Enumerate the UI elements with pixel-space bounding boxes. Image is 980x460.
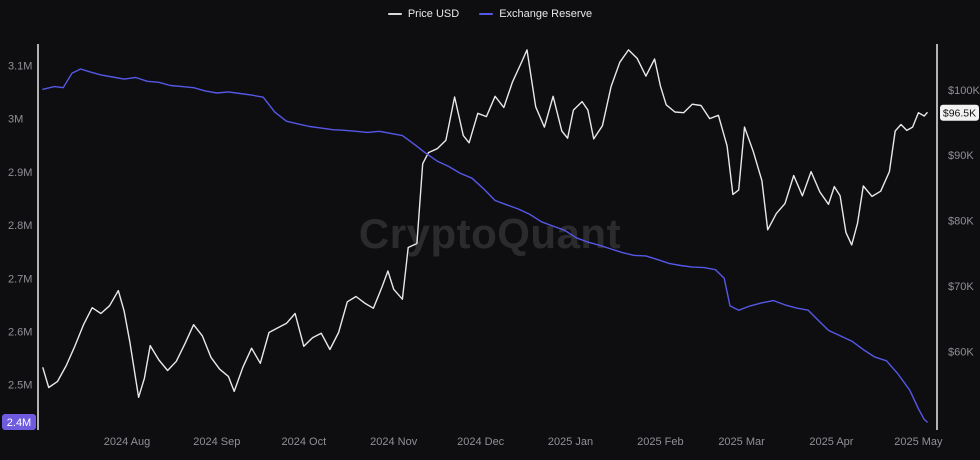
exchange-reserve-series-line <box>42 68 928 423</box>
legend-item-price-usd[interactable]: Price USD <box>387 8 460 20</box>
left-axis-tick-label: 3.1M <box>8 60 32 72</box>
left-axis-tick-label: 3M <box>8 114 23 126</box>
legend-label-price-usd: Price USD <box>407 8 460 20</box>
price-usd-line-marker <box>387 13 402 15</box>
left-axis-value-badge <box>2 414 36 431</box>
left-axis-tick-label: 2.7M <box>8 273 32 285</box>
right-axis-tick-label: $70K <box>948 281 974 293</box>
left-axis-badge-label: 2.4M <box>7 417 31 429</box>
x-axis-tick-label: 2024 Dec <box>457 436 505 448</box>
x-axis-tick-label: 2025 Jan <box>548 436 593 448</box>
left-axis-tick-label: 2.8M <box>8 220 32 232</box>
right-axis-value-badge <box>940 104 979 121</box>
x-axis-tick-label: 2024 Sep <box>193 436 240 448</box>
right-axis-tick-label: $100K <box>948 85 980 97</box>
right-axis-tick-label: $60K <box>948 346 974 358</box>
x-axis-tick-label: 2024 Aug <box>104 436 151 448</box>
price-usd-series-line <box>42 49 928 398</box>
x-axis-tick-label: 2025 Mar <box>718 436 765 448</box>
legend-label-exchange-reserve: Exchange Reserve <box>499 8 593 20</box>
right-axis-tick-label: $90K <box>948 150 974 162</box>
cryptoquant-watermark: CryptoQuant <box>0 210 980 258</box>
chart-legend: Price USD Exchange Reserve <box>0 8 980 20</box>
right-axis-badge-label: $96.5K <box>943 108 976 120</box>
x-axis-tick-label: 2025 May <box>894 436 943 448</box>
legend-item-exchange-reserve[interactable]: Exchange Reserve <box>479 8 592 20</box>
right-axis-tick-label: $80K <box>948 216 974 228</box>
x-axis-tick-label: 2024 Oct <box>281 436 326 448</box>
x-axis-tick-label: 2025 Feb <box>637 436 683 448</box>
left-axis-tick-label: 2.9M <box>8 167 32 179</box>
x-axis-tick-label: 2025 Apr <box>809 436 853 448</box>
plot-area[interactable] <box>38 44 937 430</box>
left-axis-tick-label: 2.6M <box>8 327 32 339</box>
exchange-reserve-line-marker <box>479 13 494 15</box>
left-axis-tick-label: 2.5M <box>8 380 32 392</box>
x-axis-tick-label: 2024 Nov <box>370 436 418 448</box>
